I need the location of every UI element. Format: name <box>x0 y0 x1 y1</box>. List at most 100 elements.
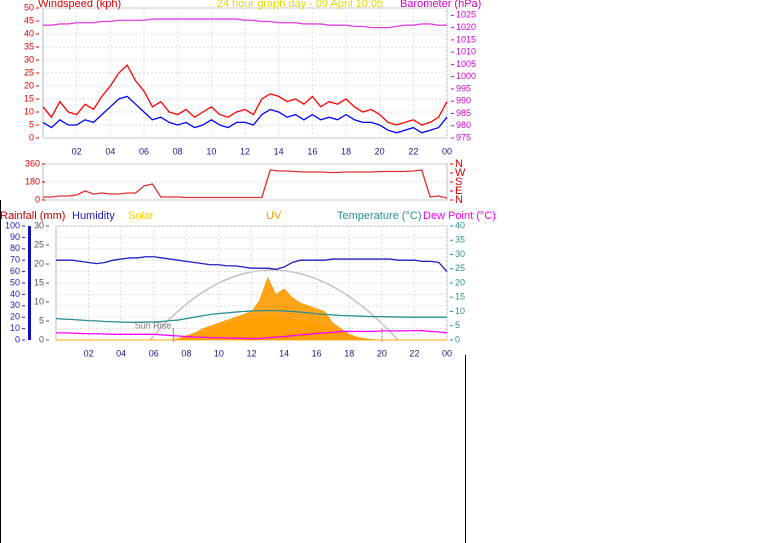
y-tick-label: 30 <box>455 249 465 259</box>
y-tick-label: 35 <box>24 41 34 51</box>
x-tick-label: 10 <box>206 146 216 156</box>
x-tick-label: 14 <box>274 146 284 156</box>
y-tick-label: 80 <box>10 243 20 253</box>
x-tick-label: 10 <box>214 348 224 358</box>
area <box>56 276 447 341</box>
y-tick-label: 25 <box>24 67 34 77</box>
y-tick-label: N <box>455 158 463 170</box>
y-tick-label: 5 <box>39 315 44 325</box>
y-tick-label: 0 <box>455 334 460 344</box>
y-tick-label: 1000 <box>456 71 476 81</box>
y-tick-label: N <box>455 194 463 206</box>
x-tick-label: 12 <box>240 146 250 156</box>
line <box>43 18 447 29</box>
x-tick-label: 22 <box>408 146 418 156</box>
y-tick-label: 50 <box>24 2 34 12</box>
y-tick-label: 985 <box>456 108 471 118</box>
line <box>42 64 448 126</box>
humidity-axis-bar <box>28 226 31 340</box>
y-tick-label: 30 <box>10 300 20 310</box>
y-tick-label: 980 <box>456 120 471 130</box>
x-tick-label: 02 <box>72 146 82 156</box>
line <box>56 329 448 340</box>
x-tick-label: 20 <box>377 348 387 358</box>
y-tick-label: 20 <box>34 258 44 268</box>
y-tick-label: 5 <box>29 119 34 129</box>
x-tick-label: 04 <box>116 348 126 358</box>
line <box>43 169 448 199</box>
y-tick-label: 10 <box>24 106 34 116</box>
y-tick-label: 360 <box>25 158 40 168</box>
y-tick-label: 20 <box>10 312 20 322</box>
y-tick-label: 995 <box>456 83 471 93</box>
y-tick-label: 20 <box>24 80 34 90</box>
y-tick-label: 1020 <box>456 22 476 32</box>
annotation: Sun Rise <box>135 320 172 330</box>
x-tick-label: 00 <box>442 348 452 358</box>
x-tick-label: 20 <box>375 146 385 156</box>
y-tick-label: 15 <box>455 292 465 302</box>
x-tick-label: 00 <box>442 146 452 156</box>
y-tick-label: 0 <box>39 334 44 344</box>
y-tick-label: 0 <box>15 334 20 344</box>
clear-sky-curve <box>149 269 399 341</box>
y-tick-label: 30 <box>34 220 44 230</box>
x-tick-label: 06 <box>149 348 159 358</box>
y-tick-label: 15 <box>34 277 44 287</box>
axis-label: Rainfall (mm) <box>0 210 65 222</box>
title: 24 hour graph day - 09 April 10:05 <box>217 0 383 10</box>
y-tick-label: 1010 <box>456 47 476 57</box>
y-tick-label: 40 <box>455 220 465 230</box>
y-tick-label: W <box>455 167 466 179</box>
y-tick-label: 0 <box>35 194 40 204</box>
axis-label: Windspeed (kph) <box>38 0 121 10</box>
x-tick-label: 06 <box>139 146 149 156</box>
y-tick-label: 15 <box>24 93 34 103</box>
y-tick-label: E <box>455 185 462 197</box>
y-tick-label: 60 <box>10 266 20 276</box>
y-tick-label: S <box>455 176 462 188</box>
y-tick-label: 5 <box>455 320 460 330</box>
y-tick-label: 50 <box>10 277 20 287</box>
y-tick-label: 180 <box>25 176 40 186</box>
line <box>55 309 447 323</box>
legend-entry: Solar <box>128 210 154 222</box>
legend-entry: UV <box>266 210 282 222</box>
legend-entry: Humidity <box>72 210 115 222</box>
x-tick-label: 14 <box>279 348 289 358</box>
x-tick-label: 16 <box>307 146 317 156</box>
x-tick-label: 08 <box>181 348 191 358</box>
y-tick-label: 30 <box>24 54 34 64</box>
x-tick-label: 08 <box>173 146 183 156</box>
y-tick-label: 10 <box>455 306 465 316</box>
x-tick-label: 18 <box>344 348 354 358</box>
y-tick-label: 1005 <box>456 59 476 69</box>
legend-entry: Temperature (°C) <box>337 210 421 222</box>
x-tick-label: 04 <box>105 146 115 156</box>
y-tick-label: 1025 <box>456 10 476 20</box>
y-tick-label: 0 <box>29 132 34 142</box>
y-tick-label: 25 <box>34 239 44 249</box>
y-tick-label: 975 <box>456 132 471 142</box>
axis-label: Barometer (hPa) <box>400 0 481 10</box>
y-tick-label: 100 <box>5 220 20 230</box>
x-tick-label: 18 <box>341 146 351 156</box>
x-tick-label: 16 <box>312 348 322 358</box>
y-tick-label: 25 <box>455 263 465 273</box>
y-tick-label: 70 <box>10 255 20 265</box>
x-tick-label: 02 <box>84 348 94 358</box>
line <box>56 256 448 273</box>
y-tick-label: 20 <box>455 277 465 287</box>
y-tick-label: 1015 <box>456 34 476 44</box>
legend-entry: Dew Point (°C) <box>423 210 496 222</box>
x-tick-label: 12 <box>246 348 256 358</box>
y-tick-label: 990 <box>456 96 471 106</box>
line <box>42 95 448 134</box>
y-tick-label: 10 <box>34 296 44 306</box>
y-tick-label: 90 <box>10 232 20 242</box>
x-tick-label: 22 <box>409 348 419 358</box>
y-tick-label: 35 <box>455 235 465 245</box>
y-tick-label: 45 <box>24 15 34 25</box>
y-tick-label: 40 <box>24 28 34 38</box>
